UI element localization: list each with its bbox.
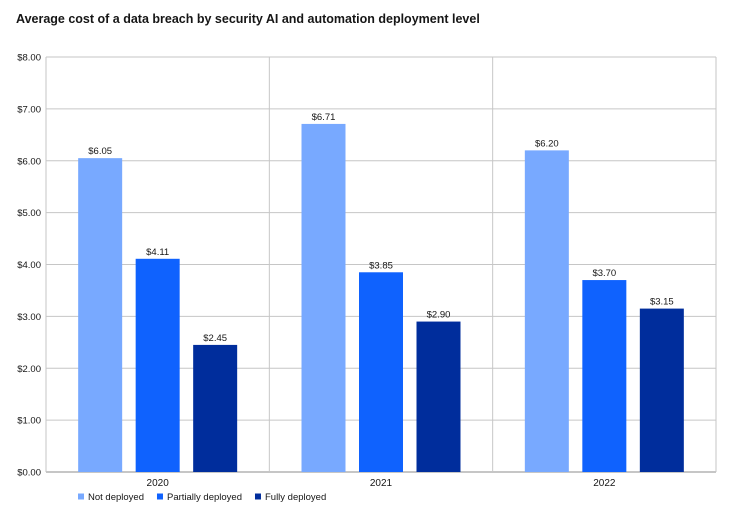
legend-label: Not deployed (88, 492, 144, 503)
bar (639, 308, 684, 472)
bar (524, 150, 569, 472)
x-category-label: 2020 (147, 478, 170, 489)
legend-swatch (78, 493, 84, 500)
bar (301, 123, 346, 472)
data-label: $6.71 (312, 112, 336, 123)
data-label: $6.05 (88, 146, 112, 157)
legend-swatch (156, 493, 163, 500)
chart-title: Average cost of a data breach by securit… (16, 12, 480, 26)
legend-label: Fully deployed (265, 492, 326, 503)
y-tick-label: $0.00 (17, 468, 41, 479)
bar (582, 280, 627, 472)
x-category-label: 2021 (370, 478, 393, 489)
bar (193, 344, 238, 472)
data-label: $3.85 (369, 260, 393, 271)
y-tick-label: $2.00 (17, 364, 41, 375)
legend-swatch (254, 493, 261, 500)
data-label: $3.70 (592, 268, 616, 279)
data-label: $3.15 (650, 297, 674, 308)
bar (135, 258, 180, 472)
y-tick-label: $3.00 (17, 312, 41, 323)
data-label: $4.11 (146, 247, 169, 258)
y-tick-label: $5.00 (17, 208, 41, 219)
y-tick-label: $7.00 (17, 104, 41, 115)
bar (78, 158, 123, 472)
bar (359, 272, 403, 472)
y-tick-label: $1.00 (17, 416, 41, 427)
data-label: $2.90 (427, 310, 451, 321)
data-label: $2.45 (203, 333, 227, 344)
x-category-label: 2022 (593, 478, 616, 489)
y-tick-label: $8.00 (17, 53, 41, 64)
bar (416, 321, 461, 472)
legend-label: Partially deployed (167, 492, 242, 503)
data-label: $6.20 (535, 138, 559, 149)
y-tick-label: $4.00 (17, 260, 41, 271)
y-tick-label: $6.00 (17, 156, 41, 167)
